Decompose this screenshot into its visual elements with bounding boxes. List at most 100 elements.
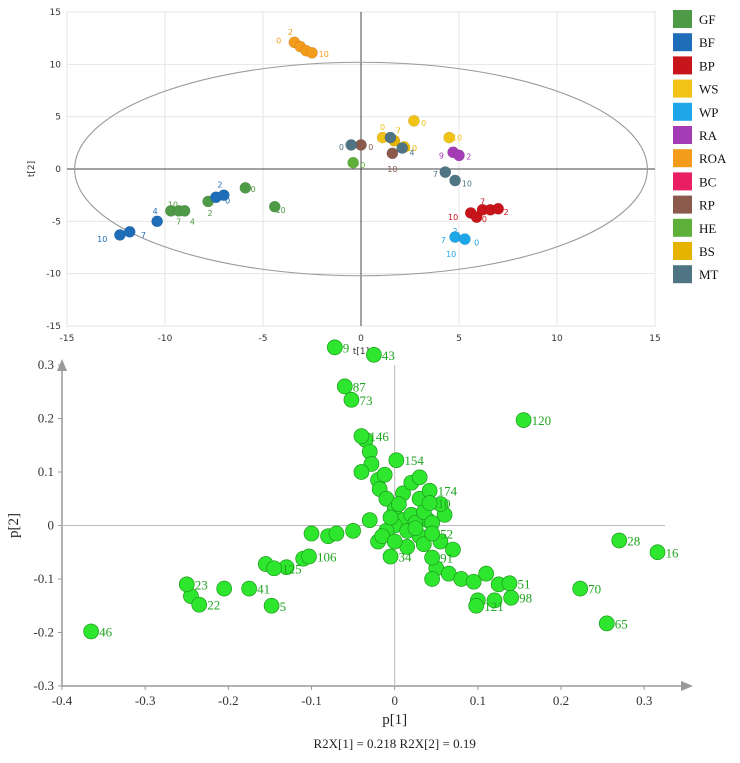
x-tick-label: 0 bbox=[358, 334, 364, 344]
legend-swatch-bc bbox=[673, 172, 692, 191]
score-point-mt bbox=[449, 174, 461, 187]
score-label-mt: 4 bbox=[409, 148, 414, 157]
loading-label-146: 146 bbox=[369, 429, 389, 444]
loading-label-5: 5 bbox=[280, 599, 287, 614]
loading-point-91 bbox=[424, 549, 440, 566]
loading-point bbox=[386, 533, 403, 550]
loading-point-5 bbox=[263, 597, 280, 614]
x-tick-label: -0.2 bbox=[218, 693, 239, 708]
loading-point-121 bbox=[468, 597, 485, 614]
x-tick-label: -10 bbox=[158, 334, 173, 344]
score-label-gf: 10 bbox=[168, 201, 178, 210]
loading-point-154 bbox=[388, 452, 405, 469]
score-label-bp: 7 bbox=[480, 197, 485, 206]
legend-label-bp: BP bbox=[699, 58, 715, 73]
loading-label-41: 41 bbox=[257, 582, 270, 597]
loading-point-22 bbox=[191, 596, 208, 613]
loading-point-98 bbox=[503, 589, 519, 606]
score-point-bf bbox=[114, 229, 126, 241]
r2x-caption: R2X[1] = 0.218 R2X[2] = 0.19 bbox=[314, 736, 476, 751]
y-tick-label: 10 bbox=[50, 60, 62, 70]
legend-swatch-he bbox=[673, 218, 692, 237]
x-tick-label: 5 bbox=[456, 334, 462, 344]
loading-point-52 bbox=[424, 525, 440, 542]
loading-point-87 bbox=[336, 378, 353, 395]
score-label-ra: 2 bbox=[466, 152, 471, 161]
y-tick-label: 0 bbox=[55, 165, 61, 175]
legend-swatch-gf bbox=[673, 10, 692, 28]
loading-point bbox=[382, 509, 399, 526]
legend-label-ra: RA bbox=[699, 128, 718, 143]
loading-label-91: 91 bbox=[440, 551, 453, 566]
loading-label-51: 51 bbox=[517, 576, 530, 591]
score-label-bf: 0 bbox=[225, 196, 230, 205]
loading-point-125 bbox=[266, 560, 282, 577]
loading-point bbox=[424, 571, 440, 587]
loading-point-28 bbox=[611, 532, 628, 549]
loading-label-73: 73 bbox=[359, 393, 372, 408]
score-label-gf: 7 bbox=[176, 217, 181, 226]
score-point-gf bbox=[268, 200, 281, 213]
loading-label-98: 98 bbox=[519, 591, 532, 606]
score-label-rp: 0 bbox=[368, 143, 373, 152]
score-label-wp: 10 bbox=[446, 250, 456, 259]
loading-label-46: 46 bbox=[99, 624, 113, 639]
score-label-gf: 10 bbox=[276, 206, 286, 215]
legend-label-bs: BS bbox=[699, 244, 715, 259]
loading-label-52: 52 bbox=[440, 527, 453, 542]
loading-label-174: 174 bbox=[438, 484, 458, 499]
x-tick-label: 0.3 bbox=[636, 693, 652, 708]
loading-label-23: 23 bbox=[195, 577, 208, 592]
legend-label-ws: WS bbox=[699, 82, 719, 97]
legend-label-bc: BC bbox=[699, 174, 716, 189]
x-tick-label: -0.4 bbox=[52, 693, 73, 708]
score-label-bs: 7 bbox=[396, 126, 401, 135]
score-label-wp: 7 bbox=[441, 236, 446, 245]
loading-point bbox=[445, 541, 461, 558]
score-label-bf: 7 bbox=[141, 231, 146, 240]
x-tick-label: 0 bbox=[391, 693, 398, 708]
score-label-gf: 4 bbox=[190, 217, 195, 226]
loading-point-70 bbox=[572, 580, 589, 597]
loading-point bbox=[465, 573, 482, 590]
y-tick-label: -15 bbox=[46, 322, 61, 332]
y-tick-label: 0.2 bbox=[38, 411, 54, 426]
score-point-mt bbox=[396, 142, 409, 154]
x-tick-label: -0.3 bbox=[135, 693, 156, 708]
score-point-rp bbox=[386, 147, 399, 160]
score-label-bp: 10 bbox=[448, 213, 458, 222]
x-axis-label: p[1] bbox=[382, 712, 407, 728]
score-label-he: 0 bbox=[360, 161, 365, 170]
x-axis-label: t[1] bbox=[353, 347, 369, 357]
score-point-roa bbox=[306, 46, 318, 59]
score-label-bf: 2 bbox=[217, 181, 222, 190]
loading-label-34: 34 bbox=[399, 550, 413, 565]
loading-point bbox=[361, 512, 378, 529]
loading-point bbox=[376, 466, 393, 483]
x-axis-arrow bbox=[681, 681, 693, 691]
legend-label-he: HE bbox=[699, 221, 716, 236]
score-label-roa: 0 bbox=[276, 36, 281, 45]
loading-point bbox=[345, 522, 361, 539]
score-label-rp: 10 bbox=[387, 165, 397, 174]
loading-point-51 bbox=[501, 575, 518, 592]
x-tick-label: -5 bbox=[259, 334, 268, 344]
score-point-mt bbox=[384, 131, 397, 144]
legend-label-wp: WP bbox=[699, 105, 719, 120]
score-point-bp bbox=[492, 202, 505, 215]
score-label-roa: 10 bbox=[319, 50, 329, 59]
y-tick-label: 15 bbox=[50, 8, 61, 18]
score-point-gf bbox=[239, 181, 252, 194]
hotelling-ellipse bbox=[74, 61, 648, 277]
score-point-ra bbox=[453, 149, 465, 162]
score-label-roa: 2 bbox=[288, 28, 293, 37]
score-label-wp: 0 bbox=[474, 238, 479, 247]
y-tick-label: -0.3 bbox=[33, 678, 54, 693]
loading-label-16: 16 bbox=[666, 545, 680, 560]
loading-point-46 bbox=[83, 623, 99, 640]
score-point-bf bbox=[151, 215, 164, 228]
x-tick-label: 0.1 bbox=[470, 693, 486, 708]
score-label-mt: 0 bbox=[339, 143, 344, 152]
y-tick-label: -0.2 bbox=[33, 625, 54, 640]
loading-point bbox=[486, 592, 503, 609]
